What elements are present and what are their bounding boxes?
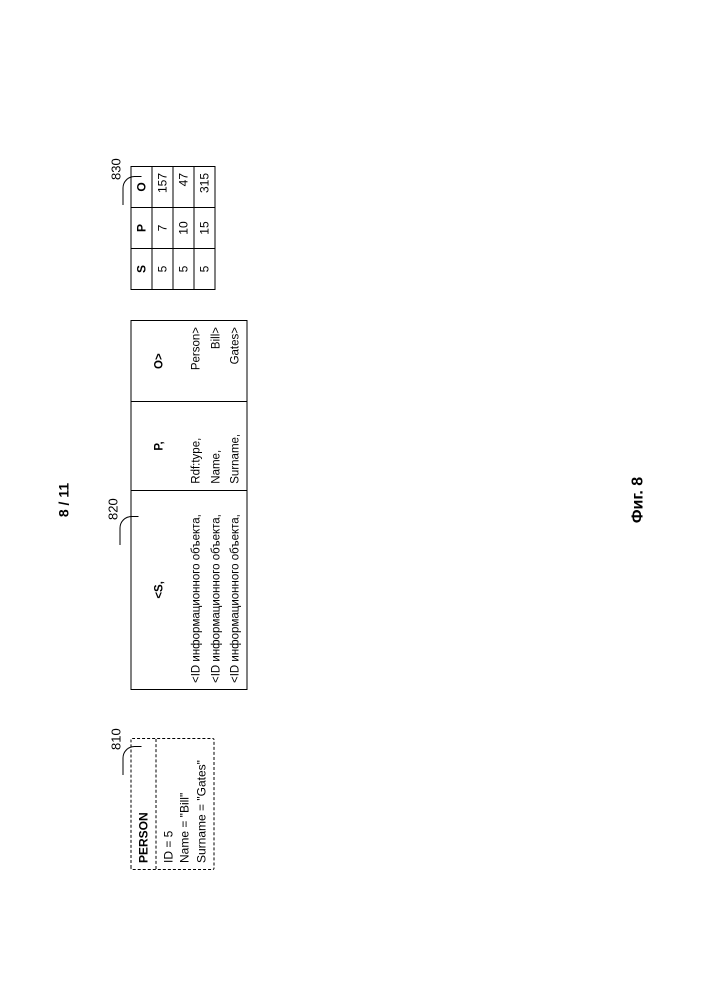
cell-s: <ID информационного объекта, [207,490,227,689]
table-row: 5 7 157 [152,167,173,290]
cell-o: Gates> [226,321,246,402]
cell-p: Surname, [226,402,246,491]
callout-810: 810 [108,728,123,750]
person-box: PERSON ID = 5 Name = "Bill" Surname = "G… [130,738,214,870]
col-header-o: O [131,167,152,208]
cell-p: Rdf:type, [187,402,207,491]
figure-content: 8 / 11 810 PERSON ID = 5 Name = "Bill" S… [0,0,707,1000]
figure-label: Фиг. 8 [629,0,647,1000]
page: 8 / 11 810 PERSON ID = 5 Name = "Bill" S… [0,0,707,1000]
cell-p: Name, [207,402,227,491]
cell-s: <ID информационного объекта, [187,490,207,689]
cell-p: 10 [173,208,194,249]
col-header-p: P [131,208,152,249]
callout-820: 820 [105,498,120,520]
callout-830: 830 [108,158,123,180]
table-row: <ID информационного объекта, Name, Bill> [207,321,227,690]
rotated-canvas: 8 / 11 810 PERSON ID = 5 Name = "Bill" S… [0,0,707,1000]
cell-o: Bill> [207,321,227,402]
col-header-s: S [131,249,152,290]
col-header-s: <S, [131,490,188,689]
person-line: ID = 5 [160,745,176,863]
cell-p: 15 [194,208,215,249]
cell-o: Person> [187,321,207,402]
person-box-body: ID = 5 Name = "Bill" Surname = "Gates" [156,739,213,869]
table-row: <ID информационного объекта, Surname, Ga… [226,321,246,690]
table-header-row: <S, P, O> [131,321,188,690]
spo-text-table: <S, P, O> <ID информационного объекта, R… [130,320,247,690]
page-number: 8 / 11 [55,0,71,1000]
table-header-row: S P O [131,167,152,290]
table-row: <ID информационного объекта, Rdf:type, P… [187,321,207,690]
person-box-title: PERSON [131,739,156,869]
person-line: Surname = "Gates" [193,745,209,863]
cell-o: 157 [152,167,173,208]
table-row: 5 15 315 [194,167,215,290]
cell-o: 47 [173,167,194,208]
cell-s: 5 [173,249,194,290]
cell-s: 5 [194,249,215,290]
person-line: Name = "Bill" [176,745,192,863]
table-row: 5 10 47 [173,167,194,290]
cell-o: 315 [194,167,215,208]
cell-s: 5 [152,249,173,290]
cell-s: <ID информационного объекта, [226,490,246,689]
spo-numeric-table: S P O 5 7 157 5 10 47 [130,166,215,290]
col-header-p: P, [131,402,188,491]
cell-p: 7 [152,208,173,249]
col-header-o: O> [131,321,188,402]
